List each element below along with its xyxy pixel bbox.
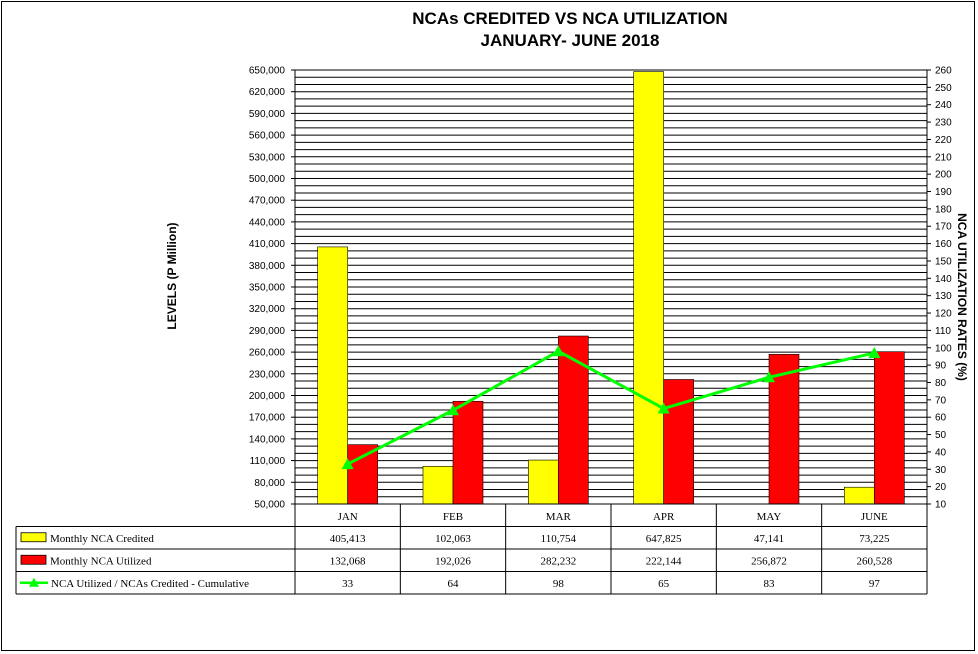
y2-tick-label: 20 [935, 482, 947, 493]
utilization-point [657, 402, 670, 414]
data-table-cell: 282,232 [540, 555, 576, 567]
y-tick-label: 500,000 [249, 174, 286, 185]
data-table-cell: 192,026 [435, 555, 471, 567]
data-table-cell: 405,413 [330, 533, 366, 545]
y2-tick-label: 150 [935, 256, 952, 267]
bar-utilized [874, 351, 905, 505]
x-tick-label: MAY [757, 511, 782, 523]
y2-tick-label: 130 [935, 291, 952, 302]
bar-credited [633, 71, 664, 505]
bar-credited [422, 466, 454, 505]
y2-tick-label: 170 [935, 222, 952, 233]
bar-credited [528, 459, 559, 505]
y2-tick-label: 120 [935, 309, 952, 320]
bar-utilized [558, 335, 589, 505]
bar-credited [844, 486, 875, 505]
y-tick-label: 290,000 [249, 326, 286, 337]
x-tick-label: FEB [443, 511, 463, 523]
y-tick-label: 50,000 [254, 500, 285, 511]
data-table-cell: 47,141 [754, 533, 784, 545]
y2-tick-label: 50 [935, 430, 947, 441]
y-tick-label: 260,000 [249, 348, 286, 359]
data-table-cell: 65 [658, 578, 670, 590]
y2-tick-label: 80 [935, 378, 947, 389]
y2-tick-label: 100 [935, 343, 952, 354]
y2-tick-label: 140 [935, 274, 952, 285]
data-table-cell: 64 [448, 578, 460, 590]
y-tick-label: 470,000 [249, 196, 286, 207]
y2-tick-label: 180 [935, 204, 952, 215]
data-table-cell: 110,754 [541, 533, 577, 545]
bar-utilized [663, 379, 694, 505]
legend-key-utilized [20, 554, 47, 565]
x-tick-label: JAN [338, 511, 358, 523]
chart-subtitle: JANUARY- JUNE 2018 [480, 31, 660, 50]
bar-utilized [452, 400, 484, 505]
legend-label: NCA Utilized / NCAs Credited - Cumulativ… [51, 578, 249, 590]
y-tick-label: 530,000 [249, 152, 286, 163]
y2-tick-label: 190 [935, 187, 952, 198]
bar-credited [317, 246, 348, 505]
y2-tick-label: 250 [935, 83, 952, 94]
y-tick-label: 410,000 [249, 239, 286, 250]
y-tick-label: 80,000 [254, 478, 285, 489]
x-tick-label: APR [653, 511, 675, 523]
y-tick-label: 110,000 [250, 456, 286, 467]
y-tick-label: 620,000 [249, 87, 286, 98]
y-tick-label: 320,000 [249, 304, 286, 315]
x-tick-label: JUNE [861, 511, 888, 523]
y-tick-label: 230,000 [249, 369, 286, 380]
data-table-cell: 102,063 [435, 533, 471, 545]
y-tick-label: 440,000 [249, 217, 286, 228]
y-tick-label: 170,000 [249, 413, 286, 424]
y-tick-label: 380,000 [249, 261, 286, 272]
y2-tick-label: 210 [935, 152, 952, 163]
data-table-cell: 256,872 [751, 555, 787, 567]
data-table-cell: 83 [764, 578, 776, 590]
utilization-point [763, 371, 775, 383]
y2-tick-label: 200 [935, 170, 952, 181]
y2-tick-label: 260 [935, 66, 952, 77]
x-tick-label: MAR [546, 511, 572, 523]
data-table-cell: 33 [342, 578, 354, 590]
chart-title: NCAs CREDITED VS NCA UTILIZATION [412, 9, 728, 28]
data-table-cell: 98 [553, 578, 565, 590]
data-table-cell: 260,528 [856, 555, 892, 567]
y2-tick-label: 30 [935, 465, 947, 476]
legend-label: Monthly NCA Credited [50, 533, 154, 545]
y-tick-label: 560,000 [249, 131, 286, 142]
data-table-cell: 222,144 [646, 555, 682, 567]
legend-label: Monthly NCA Utilized [50, 555, 152, 567]
utilization-point [447, 404, 459, 416]
data-table-cell: 647,825 [646, 533, 682, 545]
legend-key-credited [20, 532, 47, 543]
data-table-cell: 97 [869, 578, 881, 590]
y-tick-label: 350,000 [249, 283, 286, 294]
utilization-point [341, 458, 354, 470]
y-tick-label: 650,000 [249, 66, 286, 77]
y2-tick-label: 220 [935, 135, 952, 146]
utilization-point [868, 346, 881, 358]
y2-tick-label: 230 [935, 118, 952, 129]
utilization-line [346, 349, 875, 466]
y2-tick-label: 70 [935, 395, 947, 406]
data-table-cell: 73,225 [859, 533, 890, 545]
bar-utilized [768, 354, 800, 505]
y2-tick-label: 40 [935, 447, 947, 458]
y2-tick-label: 240 [935, 100, 952, 111]
data-table-cell: 132,068 [330, 555, 366, 567]
bar-utilized [347, 444, 378, 505]
y-tick-label: 590,000 [249, 109, 286, 120]
utilization-point [552, 345, 565, 357]
y2-tick-label: 60 [935, 413, 947, 424]
legend-key-marker [29, 577, 39, 587]
y-tick-label: 200,000 [249, 391, 286, 402]
y2-tick-label: 160 [935, 239, 952, 250]
y-tick-label: 140,000 [249, 434, 286, 445]
y2-tick-label: 10 [935, 500, 947, 511]
y2-tick-label: 90 [935, 361, 947, 372]
y2-tick-label: 110 [935, 326, 951, 337]
